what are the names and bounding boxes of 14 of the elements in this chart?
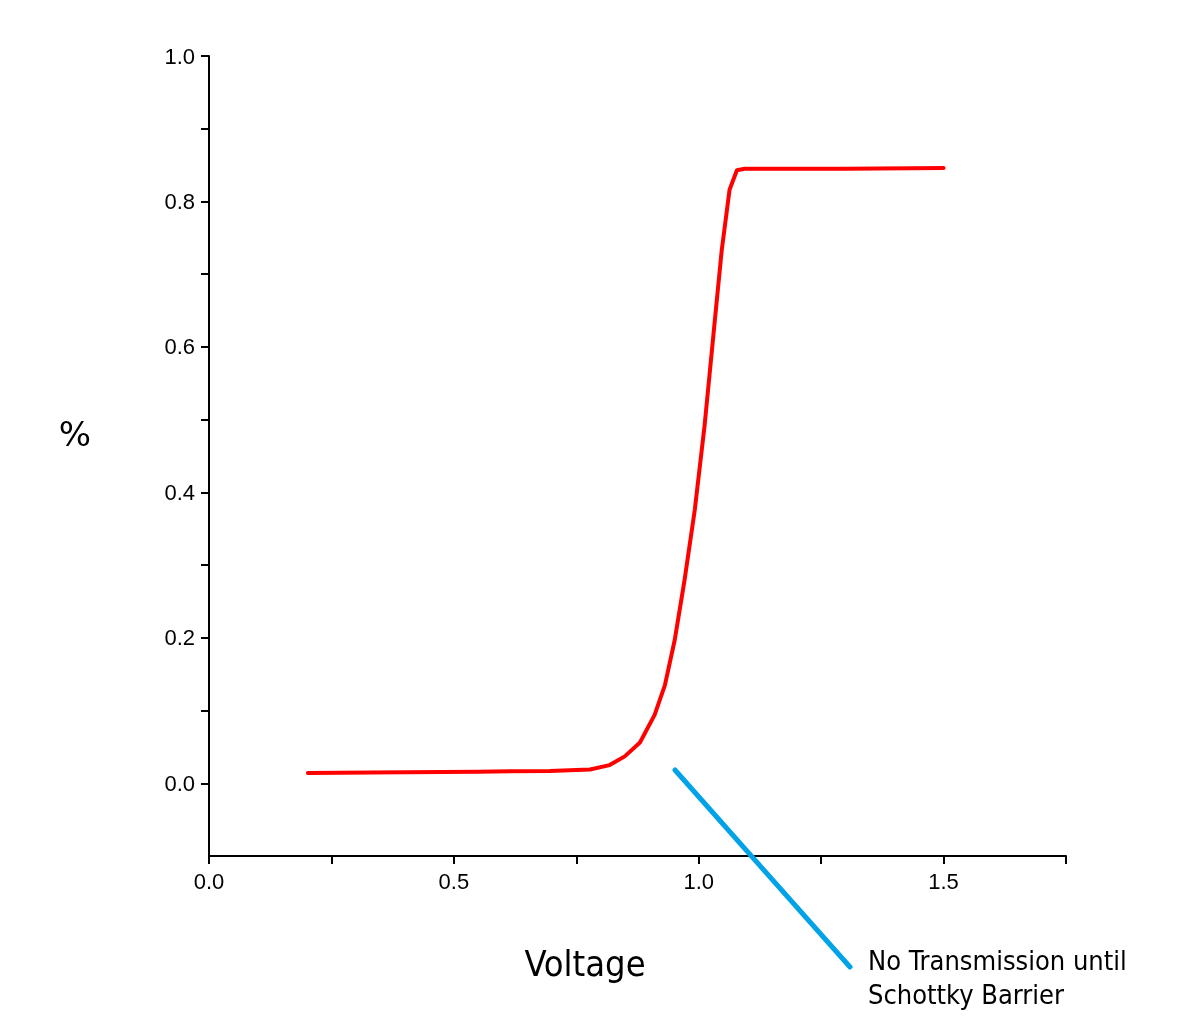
y-axis-title: % (58, 414, 92, 454)
y-tick-label: 1.0 (164, 43, 195, 69)
y-tick-label: 0.4 (164, 479, 195, 505)
y-tick-label: 0.6 (164, 334, 195, 360)
text: No Transmission until Schottky Barrier (868, 944, 1128, 1012)
y-tick-label: 0.2 (164, 625, 195, 651)
line-series (305, 166, 946, 776)
x-tick-label: 1.0 (683, 868, 715, 894)
x-tick-label: 0.5 (438, 868, 470, 894)
x-axis-title: Voltage (524, 942, 646, 984)
y-tick-label: 0.8 (164, 188, 195, 214)
x-tick-label: 1.5 (928, 868, 959, 894)
x-tick-label: 0.0 (193, 868, 225, 894)
y-tick-label: 0.0 (164, 770, 195, 796)
